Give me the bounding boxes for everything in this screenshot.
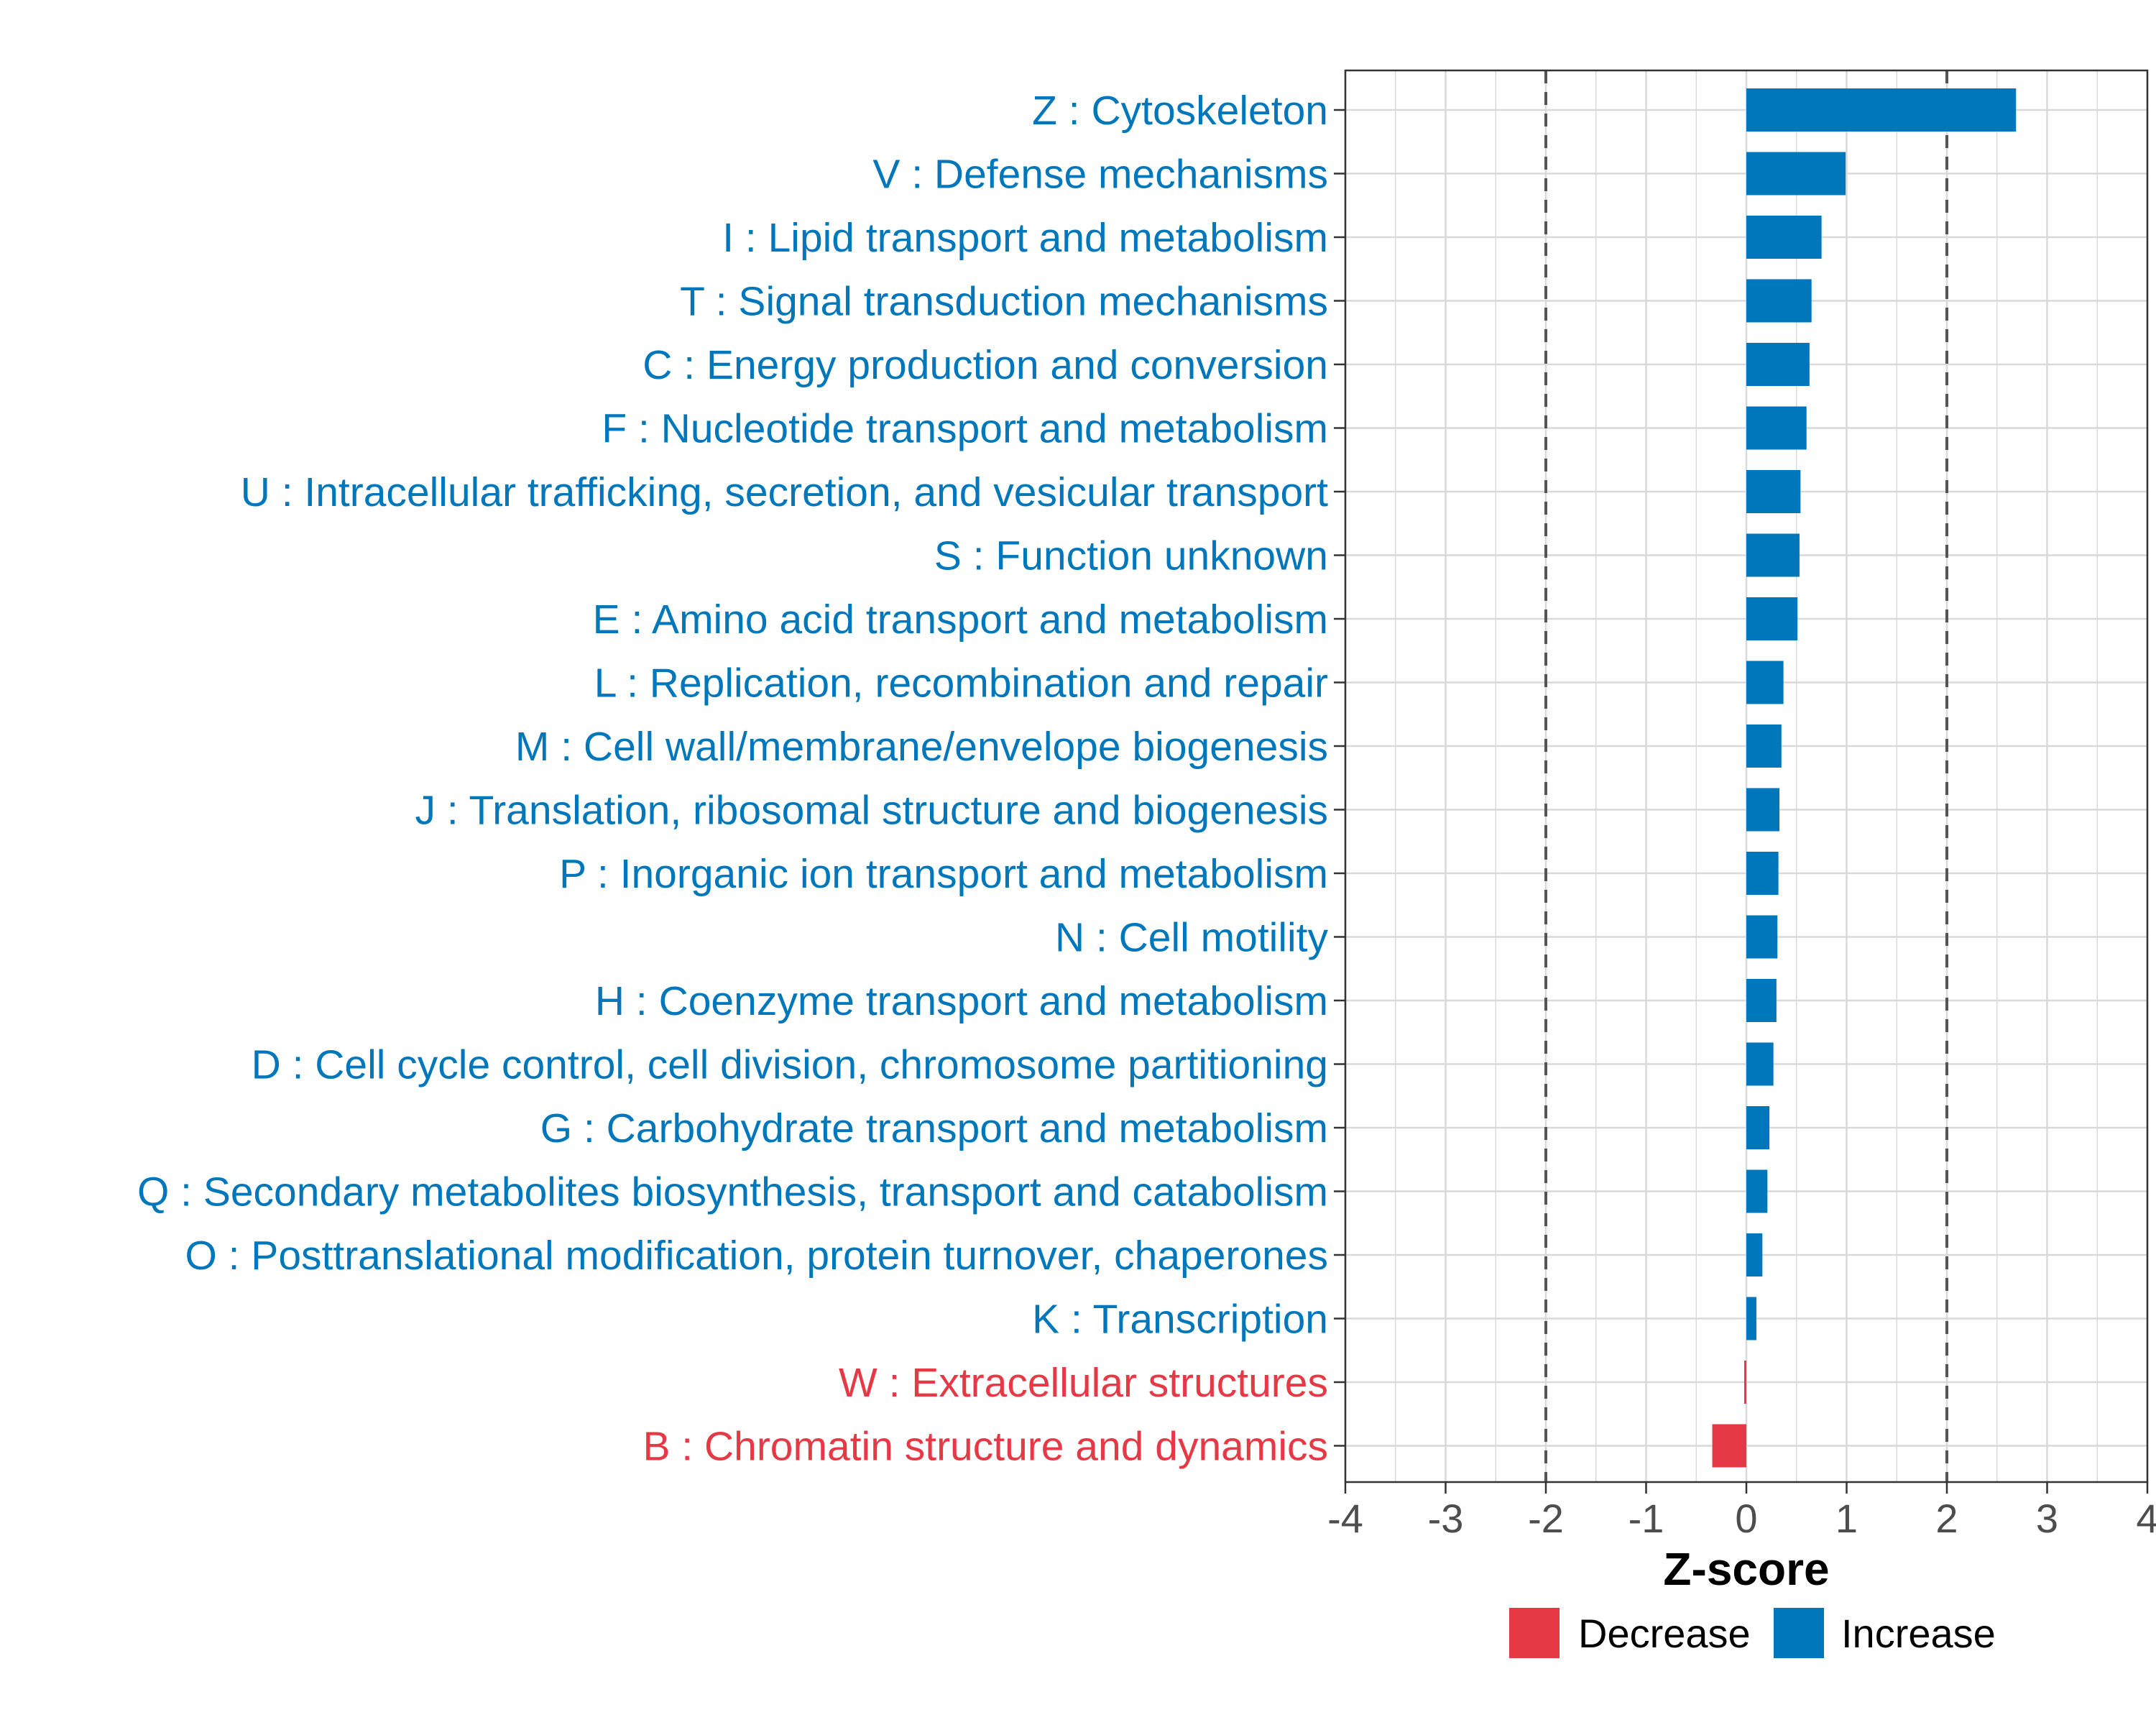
y-tick-label: Z : Cytoskeleton xyxy=(1032,88,1328,134)
bar-s xyxy=(1746,533,1800,577)
x-axis-title: Z-score xyxy=(1663,1543,1829,1595)
bar-v xyxy=(1746,152,1846,196)
bar-z xyxy=(1746,88,2017,132)
y-tick-label: S : Function unknown xyxy=(934,533,1328,579)
bar-m xyxy=(1746,724,1782,768)
legend-label-decrease: Decrease xyxy=(1578,1611,1751,1656)
bar-g xyxy=(1746,1106,1770,1149)
threshold-lines xyxy=(1544,70,1948,1482)
x-tick-label: -2 xyxy=(1528,1496,1564,1541)
y-tick-label: T : Signal transduction mechanisms xyxy=(680,279,1328,325)
bar-k xyxy=(1746,1297,1756,1340)
legend-label-increase: Increase xyxy=(1841,1611,1996,1656)
x-tick-label: 2 xyxy=(1935,1496,1958,1541)
bar-c xyxy=(1746,343,1810,386)
y-tick-label: K : Transcription xyxy=(1032,1297,1328,1343)
bar-t xyxy=(1746,279,1812,323)
y-tick-label: U : Intracellular trafficking, secretion… xyxy=(241,469,1328,515)
bar-n xyxy=(1746,915,1778,959)
bar-l xyxy=(1746,661,1784,704)
x-tick-label: -1 xyxy=(1628,1496,1664,1541)
bar-p xyxy=(1746,852,1779,895)
x-tick-label: 0 xyxy=(1735,1496,1757,1541)
bar-q xyxy=(1746,1169,1768,1213)
bar-d xyxy=(1746,1042,1774,1086)
x-tick-label: 3 xyxy=(2036,1496,2058,1541)
y-tick-label: L : Replication, recombination and repai… xyxy=(594,661,1328,707)
y-axis-ticks xyxy=(1334,109,1345,1447)
bar-u xyxy=(1746,470,1801,513)
y-tick-label: N : Cell motility xyxy=(1055,915,1329,961)
y-tick-label: I : Lipid transport and metabolism xyxy=(722,215,1328,261)
x-tick-label: -3 xyxy=(1428,1496,1464,1541)
legend: Decrease Increase xyxy=(1509,1608,1996,1658)
y-tick-label: H : Coenzyme transport and metabolism xyxy=(595,978,1328,1024)
y-tick-label: J : Translation, ribosomal structure and… xyxy=(415,788,1328,834)
y-tick-label: W : Extracellular structures xyxy=(839,1360,1328,1406)
y-tick-label: D : Cell cycle control, cell division, c… xyxy=(252,1042,1328,1088)
y-tick-label: Q : Secondary metabolites biosynthesis, … xyxy=(137,1169,1328,1215)
y-tick-label: C : Energy production and conversion xyxy=(642,342,1328,388)
bar-f xyxy=(1746,406,1807,450)
bar-e xyxy=(1746,597,1798,640)
y-tick-label: B : Chromatin structure and dynamics xyxy=(642,1424,1328,1470)
y-tick-label: E : Amino acid transport and metabolism xyxy=(593,597,1328,643)
y-axis-category-labels: Z : Cytoskeleton V : Defense mechanisms I … xyxy=(137,88,1329,1470)
y-tick-label: G : Carbohydrate transport and metabolis… xyxy=(540,1105,1328,1151)
legend-swatch-increase xyxy=(1774,1608,1824,1658)
y-tick-label: P : Inorganic ion transport and metaboli… xyxy=(559,851,1328,897)
bar-i xyxy=(1746,216,1822,259)
x-tick-label: -4 xyxy=(1327,1496,1363,1541)
legend-swatch-decrease xyxy=(1509,1608,1560,1658)
bar-h xyxy=(1746,979,1777,1022)
x-tick-label: 1 xyxy=(1835,1496,1858,1541)
bar-o xyxy=(1746,1233,1763,1276)
y-tick-label: V : Defense mechanisms xyxy=(872,152,1328,198)
y-tick-label: F : Nucleotide transport and metabolism xyxy=(602,406,1328,452)
x-tick-label: 4 xyxy=(2136,1496,2156,1541)
bars xyxy=(1712,88,2017,1468)
bar-j xyxy=(1746,788,1780,832)
y-tick-label: O : Posttranslational modification, prot… xyxy=(185,1233,1328,1279)
y-tick-label: M : Cell wall/membrane/envelope biogenes… xyxy=(515,724,1328,770)
bar-w xyxy=(1744,1361,1746,1404)
x-axis-ticks: -4 -3 -2 -1 0 1 2 3 4 xyxy=(1327,1482,2156,1541)
bar-b xyxy=(1712,1424,1746,1468)
